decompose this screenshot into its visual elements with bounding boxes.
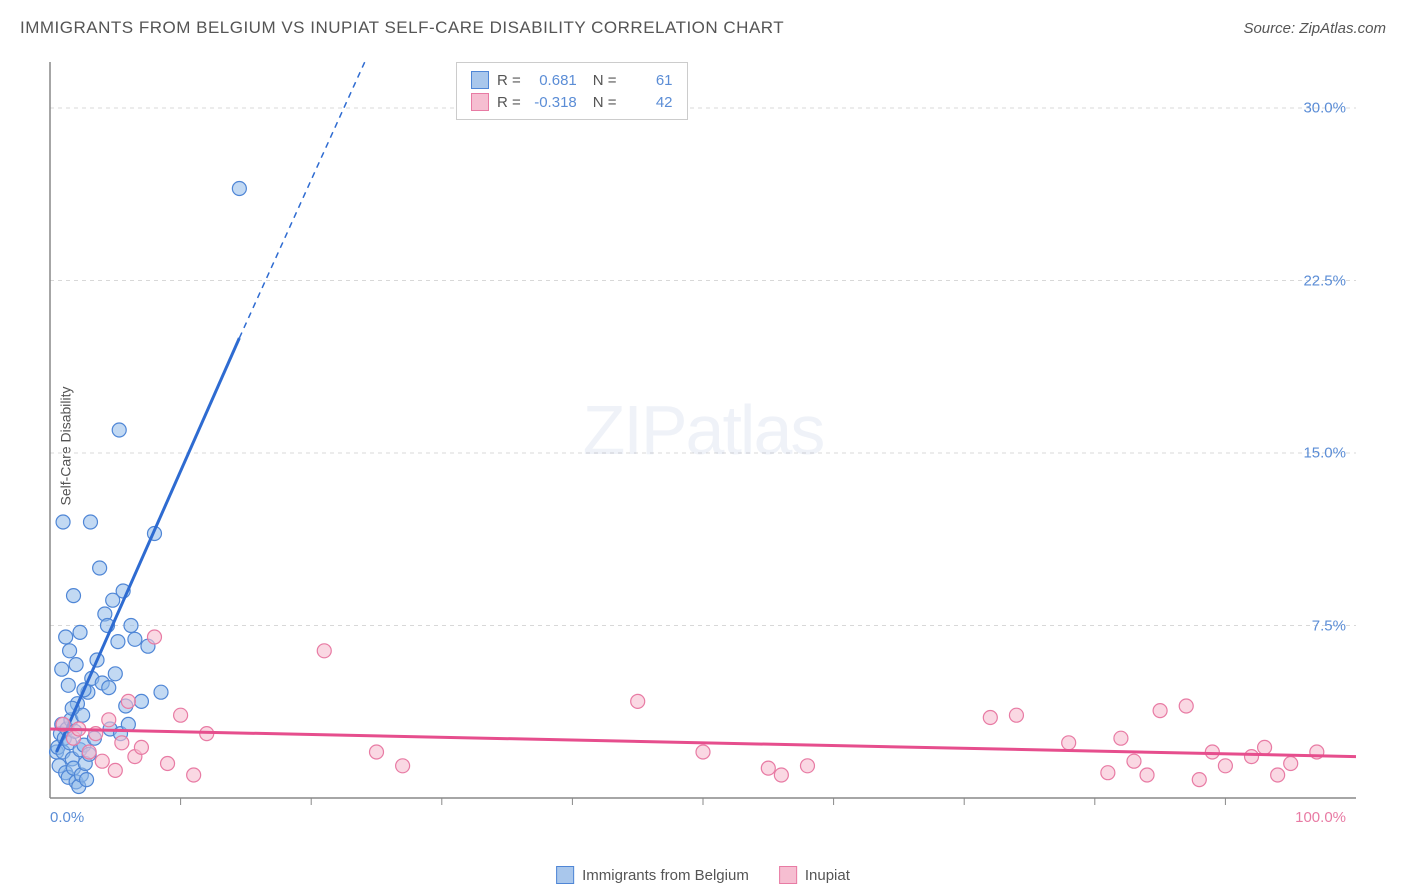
legend-r-value-2: -0.318 [529,94,577,111]
chart-header: IMMIGRANTS FROM BELGIUM VS INUPIAT SELF-… [20,18,1386,38]
legend-swatch-belgium [471,71,489,89]
legend-swatch-belgium-2 [556,866,574,884]
legend-row-inupiat: R = -0.318 N = 42 [471,91,673,113]
legend-swatch-inupiat [471,93,489,111]
legend-row-belgium: R = 0.681 N = 61 [471,69,673,91]
legend-series: Immigrants from Belgium Inupiat [556,866,850,884]
legend-n-value-2: 42 [625,94,673,111]
y-tick-22-5: 22.5% [1303,272,1346,289]
x-tick-100: 100.0% [1295,809,1346,826]
chart-area: ZIPatlas 30.0% 22.5% 15.0% 7.5% 0.0% 100… [48,60,1358,830]
y-tick-7-5: 7.5% [1312,617,1346,634]
legend-stats: R = 0.681 N = 61 R = -0.318 N = 42 [456,62,688,120]
legend-n-label: N = [593,72,617,89]
chart-title: IMMIGRANTS FROM BELGIUM VS INUPIAT SELF-… [20,18,784,38]
y-tick-30: 30.0% [1303,100,1346,117]
x-tick-0: 0.0% [50,809,84,826]
legend-r-label: R = [497,72,521,89]
legend-item-belgium: Immigrants from Belgium [556,866,749,884]
legend-n-value: 61 [625,72,673,89]
chart-source: Source: ZipAtlas.com [1243,20,1386,37]
legend-r-label-2: R = [497,94,521,111]
legend-label-belgium: Immigrants from Belgium [582,867,749,884]
y-tick-15: 15.0% [1303,445,1346,462]
legend-label-inupiat: Inupiat [805,867,850,884]
legend-r-value: 0.681 [529,72,577,89]
legend-item-inupiat: Inupiat [779,866,850,884]
scatter-plot-svg [48,60,1358,830]
legend-n-label-2: N = [593,94,617,111]
legend-swatch-inupiat-2 [779,866,797,884]
